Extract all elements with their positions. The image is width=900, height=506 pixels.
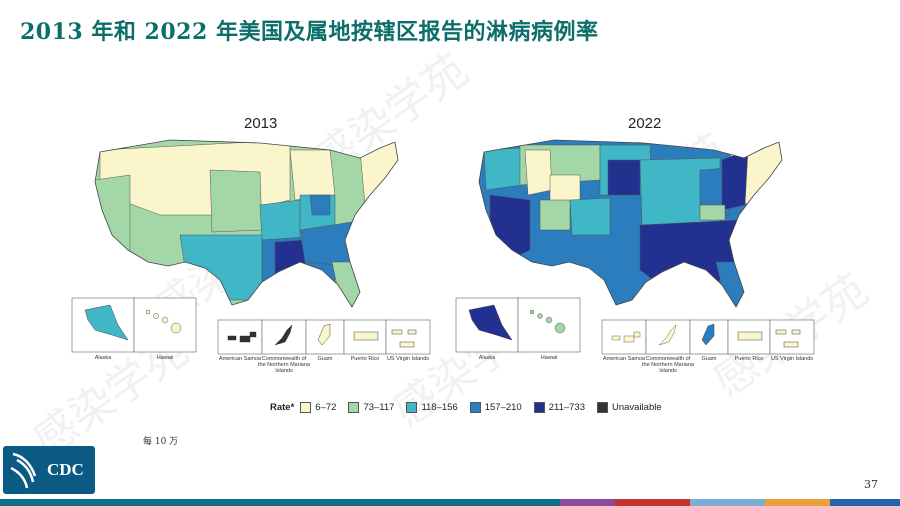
legend-item: 118–156 [406,402,458,413]
inset-label-guam-2022: Guam [701,356,717,362]
puerto-rico-2022 [737,331,763,341]
nmi-2013 [274,324,293,346]
map-title-2013: 2013 [244,115,278,132]
usvi-2022 [775,329,801,348]
map-title-2022: 2022 [628,115,662,132]
inset-label-alaska-2022: Alaska [478,355,496,361]
inset-label-nmi-2022: Commonwealth of the Northern Mariana Isl… [642,356,694,375]
inset-label-guam-2013: Guam [317,356,333,362]
us-outline-2022 [478,139,783,308]
legend-item: 73–117 [348,402,394,413]
bottom-color-bar [0,499,900,506]
slide-title: 2013 年和 2022 年美国及属地按辖区报告的淋病病例率 [20,19,599,45]
insets-2013 [71,297,431,355]
inset-label-hawaii-2013: Hawaii [156,355,174,361]
inset-label-puerto-rico-2013: Puerto Rico [350,356,380,362]
legend-item: 211–733 [533,402,585,413]
nmi-2022 [658,324,677,346]
inset-label-nmi-2013: Commonwealth of the Northern Mariana Isl… [258,356,310,375]
footnote: 每 10 万 [143,437,179,447]
legend: Rate* 6–72 73–117 118–156 157–210 211–73… [270,402,674,413]
inset-label-hawaii-2022: Hawaii [540,355,558,361]
inset-label-usvi-2022: US Virgin Islands [770,356,814,362]
inset-label-usvi-2013: US Virgin Islands [386,356,430,362]
usvi-2013 [391,329,417,348]
american-samoa-2013 [227,331,257,343]
legend-item: Unavailable [596,402,662,413]
us-map-2022 [479,140,782,307]
cdc-logo: CDC [3,446,95,494]
guam-2022 [701,323,715,346]
american-samoa-2022 [611,331,641,343]
page-number: 37 [864,478,878,491]
us-outline-2013 [94,139,399,308]
hhs-eagle-icon [10,452,37,489]
us-map-2013 [95,140,398,307]
inset-label-alaska-2013: Alaska [94,355,112,361]
legend-item: 157–210 [469,402,522,413]
puerto-rico-2013 [353,331,379,341]
hawaii-2022 [529,309,566,334]
legend-item: 6–72 [300,402,336,413]
inset-label-american-samoa-2022: American Samoa [602,356,646,362]
insets-2022 [455,297,815,355]
alaska-2022 [468,304,513,341]
alaska-2013 [84,304,129,341]
cdc-logo-text: CDC [47,460,84,479]
guam-2013 [317,323,331,346]
inset-label-american-samoa-2013: American Samoa [218,356,262,362]
legend-label: Rate* [270,402,295,413]
inset-label-puerto-rico-2022: Puerto Rico [734,356,764,362]
hawaii-2013 [145,309,182,334]
